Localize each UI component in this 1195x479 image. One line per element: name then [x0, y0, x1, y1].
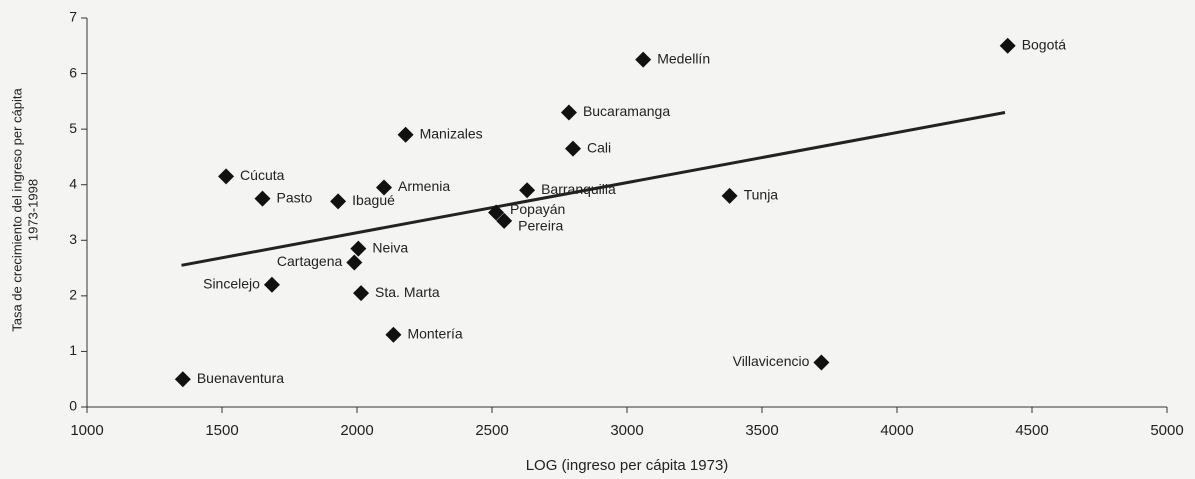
trend-line	[181, 110, 1006, 267]
x-tick-label: 1000	[70, 422, 103, 439]
point-label: Manizales	[420, 125, 483, 141]
point	[385, 326, 402, 343]
point-label: Pasto	[277, 189, 313, 205]
point-label: Sincelejo	[203, 275, 260, 291]
y-tick-label: 6	[69, 64, 77, 80]
y-tick-label: 3	[69, 231, 77, 247]
point-label: Pereira	[518, 218, 563, 234]
x-tick-label: 5000	[1150, 422, 1183, 439]
x-tick-label: 3000	[610, 422, 643, 439]
point	[353, 285, 370, 302]
point	[721, 187, 738, 204]
x-tick-label: 4500	[1015, 422, 1048, 439]
point-label: Sta. Marta	[375, 284, 440, 300]
point-label: Tunja	[744, 187, 779, 203]
point	[496, 212, 513, 229]
x-tick-label: 3500	[745, 422, 778, 439]
y-axis-label: Tasa de crecimiento del ingreso per cápi…	[9, 87, 24, 331]
point-label: Villavicencio	[733, 353, 810, 369]
y-tick-label: 0	[69, 398, 77, 414]
point	[218, 168, 235, 185]
x-axis-label: LOG (ingreso per cápita 1973)	[526, 457, 729, 474]
point	[635, 51, 652, 68]
point-label: Medellín	[657, 50, 710, 66]
point	[397, 126, 414, 143]
y-tick-label: 1	[69, 342, 77, 358]
point	[346, 254, 363, 271]
point-label: Barranquilla	[541, 181, 616, 197]
point	[488, 204, 505, 221]
point-label: Cartagena	[277, 253, 343, 269]
point	[560, 104, 577, 121]
y-axis-label: 1973-1998	[25, 179, 40, 241]
point-label: Bogotá	[1022, 36, 1067, 52]
point-label: Cúcuta	[240, 167, 285, 183]
point	[263, 276, 280, 293]
point	[813, 354, 830, 371]
y-tick-label: 7	[69, 9, 77, 25]
x-tick-label: 2000	[340, 422, 373, 439]
y-tick-label: 5	[69, 120, 77, 136]
point	[519, 182, 536, 199]
point	[254, 190, 271, 207]
point-label: Buenaventura	[197, 370, 284, 386]
point-label: Ibagué	[352, 192, 395, 208]
point	[999, 37, 1016, 54]
point-label: Armenia	[398, 178, 450, 194]
x-tick-label: 4000	[880, 422, 913, 439]
point	[330, 193, 347, 210]
point-label: Popayán	[510, 201, 565, 217]
point	[174, 371, 191, 388]
x-tick-label: 1500	[205, 422, 238, 439]
point	[565, 140, 581, 157]
x-tick-label: 2500	[475, 422, 508, 439]
y-tick-label: 4	[69, 175, 77, 191]
point-label: Bucaramanga	[583, 103, 670, 119]
point-label: Neiva	[372, 239, 408, 255]
point	[376, 179, 392, 196]
point-label: Cali	[587, 139, 611, 155]
point	[350, 240, 367, 257]
y-tick-label: 2	[69, 287, 77, 303]
point-label: Montería	[407, 325, 462, 341]
